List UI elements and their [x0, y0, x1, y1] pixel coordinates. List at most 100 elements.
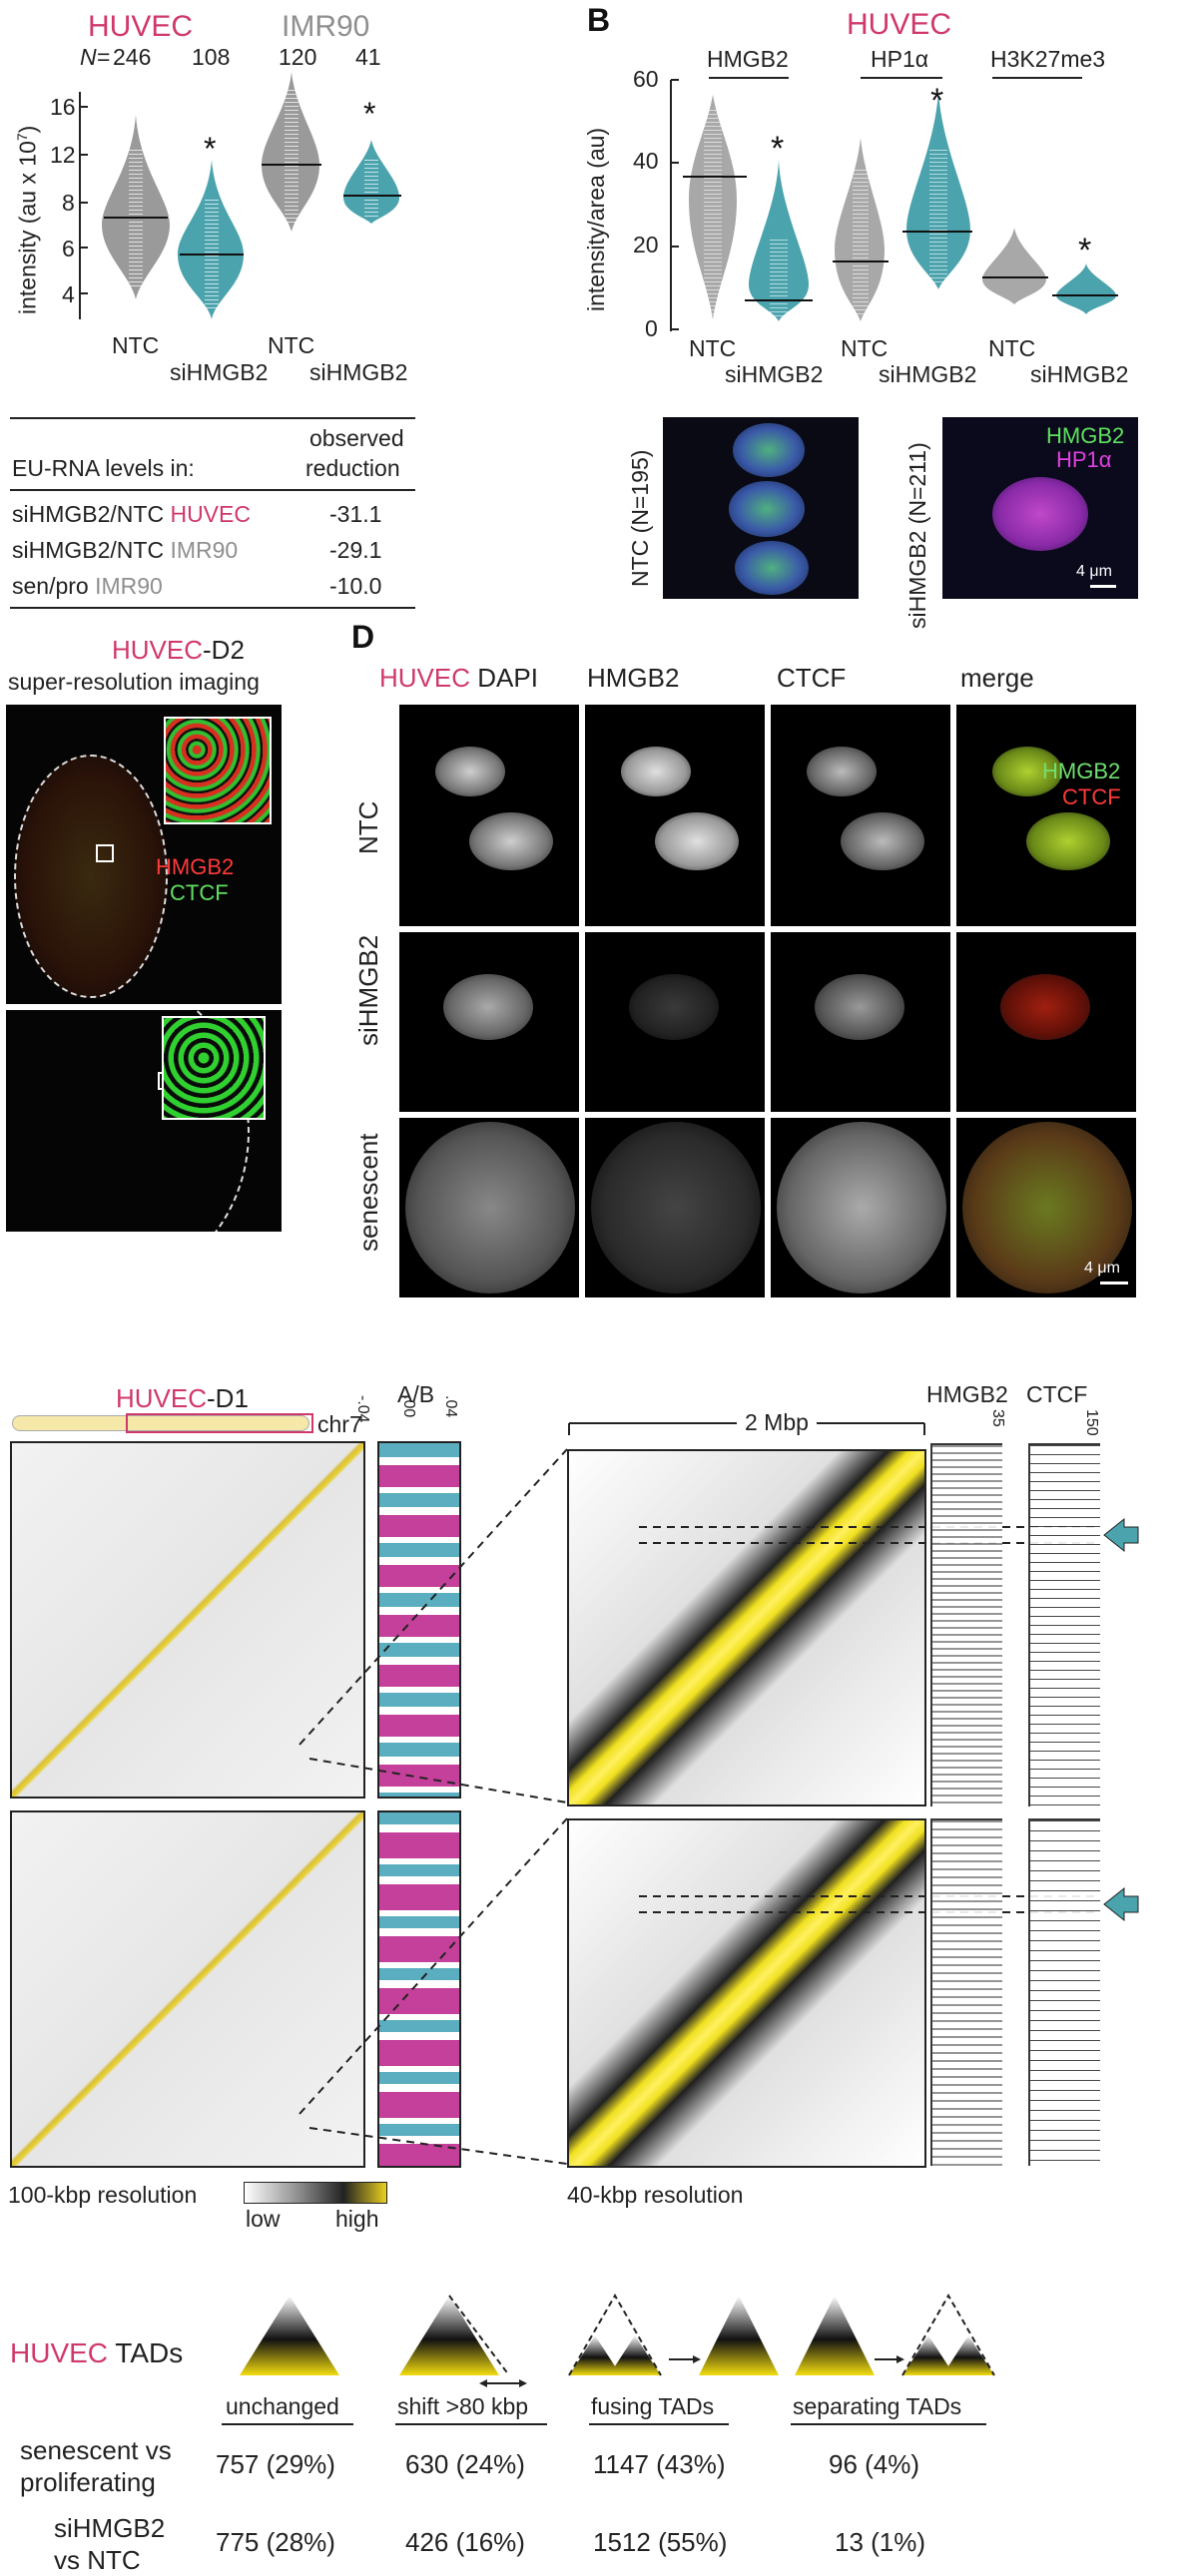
c-legend-hmgb2: HMGB2 — [156, 854, 235, 879]
tick-4: 4 — [62, 281, 75, 307]
tad-row1-label-1: senescent vs — [20, 2435, 172, 2465]
res-right: 40-kbp resolution — [567, 2182, 744, 2208]
tad-cat-separating: separating TADs — [793, 2393, 962, 2419]
tad-icons — [240, 2293, 995, 2387]
n-prefix: N= — [80, 44, 111, 70]
tad-cat-fusing: fusing TADs — [591, 2393, 715, 2419]
panel-b-violins: * * * — [670, 77, 1118, 331]
hic-zoom-bottom — [567, 1818, 926, 2168]
d-row-si: siHMGB2 — [353, 934, 383, 1046]
d-col-dapi: HUVEC DAPI — [379, 663, 538, 693]
ab-label: A/B — [397, 1381, 435, 1407]
chrom-label: chr7 — [317, 1411, 362, 1437]
micrograph-ntc — [663, 417, 859, 599]
n-imr90-ntc: 120 — [279, 44, 317, 70]
b-tick-60: 60 — [633, 66, 659, 92]
d-ntc-hmgb2 — [585, 705, 765, 926]
tick-16: 16 — [50, 94, 76, 120]
b-xlabel-3: NTC — [841, 335, 889, 361]
tad-cat-unchanged: unchanged — [226, 2393, 339, 2419]
hic-map-bottom — [10, 1810, 365, 2168]
tad-row2-v3: 1512 (55%) — [593, 2527, 728, 2557]
ctcf-track-top — [1028, 1443, 1100, 1806]
panel-b-letter: B — [587, 2, 611, 38]
b-xlabel-1: NTC — [689, 335, 737, 361]
tad-icon-shift — [399, 2296, 499, 2375]
bp-label: 2 Mbp — [745, 1409, 809, 1435]
tad-row1-v2: 630 (24%) — [405, 2449, 525, 2479]
res-left: 100-kbp resolution — [8, 2182, 198, 2208]
track-hmgb2-max: 35 — [989, 1409, 1006, 1427]
b-tick-0: 0 — [645, 315, 658, 341]
hic-zoom-top — [567, 1449, 926, 1806]
group-hp1a: HP1α — [871, 46, 929, 72]
ntc-n-label: NTC (N=195) — [627, 449, 653, 587]
tad-row2-v1: 775 (28%) — [216, 2527, 335, 2557]
tad-icon-separating — [795, 2296, 875, 2375]
svg-text:*: * — [930, 82, 943, 120]
table-row-1-value: -31.1 — [329, 501, 382, 527]
micro-scale: 4 μm — [1076, 563, 1112, 580]
hmgb2-track-bottom — [930, 1818, 1002, 2166]
tad-row1-v1: 757 (29%) — [216, 2449, 335, 2479]
table-header-observed: observed — [309, 425, 404, 451]
panel-a-imr90-label: IMR90 — [282, 10, 370, 43]
xlabel-imr90-ntc: NTC — [268, 332, 315, 358]
svg-text:*: * — [771, 130, 784, 168]
tick-12: 12 — [50, 142, 76, 168]
ab-track-top — [377, 1441, 461, 1799]
group-h3k27me3: H3K27me3 — [990, 46, 1106, 72]
micro-legend-hmgb2: HMGB2 — [1046, 423, 1125, 448]
ab-tick-2: .00 — [400, 1395, 417, 1418]
tad-cat-shift: shift >80 kbp — [397, 2393, 529, 2419]
d-ntc-dapi — [399, 705, 579, 926]
tad-row1-v4: 96 (4%) — [829, 2449, 920, 2479]
table-row-2-label: siHMGB2/NTC IMR90 — [12, 537, 239, 563]
hic-map-top — [10, 1441, 365, 1799]
d-row-ntc: NTC — [353, 800, 383, 854]
svg-text:*: * — [1078, 232, 1091, 269]
d-sen-ctcf — [771, 1118, 950, 1297]
xlabel-huvec-si: siHMGB2 — [170, 359, 269, 385]
star-huvec: * — [204, 131, 216, 167]
tad-row1-v3: 1147 (43%) — [593, 2449, 726, 2479]
d-col-merge: merge — [960, 663, 1034, 693]
chromosome-region-box — [126, 1413, 313, 1433]
panel-b-title: HUVEC — [847, 8, 952, 41]
d-scale: 4 μm — [1084, 1260, 1120, 1277]
panel-a-violins: * * — [79, 72, 401, 319]
d-merge-legend-hmgb2: HMGB2 — [1042, 759, 1121, 783]
tad-row2-label-2: vs NTC — [54, 2545, 141, 2575]
d-sen-merge: 4 μm — [956, 1118, 1136, 1297]
table-row-1-label: siHMGB2/NTC HUVEC — [12, 501, 251, 527]
n-huvec-ntc: 246 — [113, 44, 152, 70]
track-hmgb2-label: HMGB2 — [926, 1381, 1008, 1407]
micrograph-si: HMGB2 HP1α 4 μm — [942, 417, 1138, 599]
n-imr90-si: 41 — [355, 44, 381, 70]
super-res-image-1: HMGB2 CTCF — [6, 705, 282, 1004]
b-xlabel-5: NTC — [988, 335, 1036, 361]
super-res-image-2 — [6, 1010, 282, 1232]
b-tick-20: 20 — [633, 232, 659, 258]
table-row-2-value: -29.1 — [329, 537, 382, 563]
xlabel-huvec-ntc: NTC — [112, 332, 160, 358]
ab-tick-1: -.04 — [354, 1395, 371, 1423]
table-header-reduction: reduction — [305, 455, 400, 481]
d-si-ctcf — [771, 932, 950, 1112]
tad-icon-unchanged — [240, 2296, 339, 2375]
panel-a-huvec-label: HUVEC — [88, 10, 194, 43]
table-row-3-value: -10.0 — [329, 573, 382, 599]
violin-imr90-ntc — [262, 72, 319, 232]
d-ntc-ctcf — [771, 705, 950, 926]
chromosome-ideogram — [12, 1415, 309, 1431]
violin-imr90-si — [343, 140, 399, 224]
n-huvec-si: 108 — [192, 44, 231, 70]
track-ctcf-max: 150 — [1083, 1409, 1100, 1436]
track-ctcf-label: CTCF — [1026, 1381, 1088, 1407]
d-merge-legend-ctcf: CTCF — [1062, 784, 1121, 809]
d-col-hmgb2: HMGB2 — [587, 663, 680, 693]
scale-low: low — [246, 2206, 281, 2232]
d-col-ctcf: CTCF — [777, 663, 847, 693]
panel-f-title: HUVEC TADs — [10, 2337, 184, 2368]
panel-c-subtitle: super-resolution imaging — [8, 669, 260, 695]
